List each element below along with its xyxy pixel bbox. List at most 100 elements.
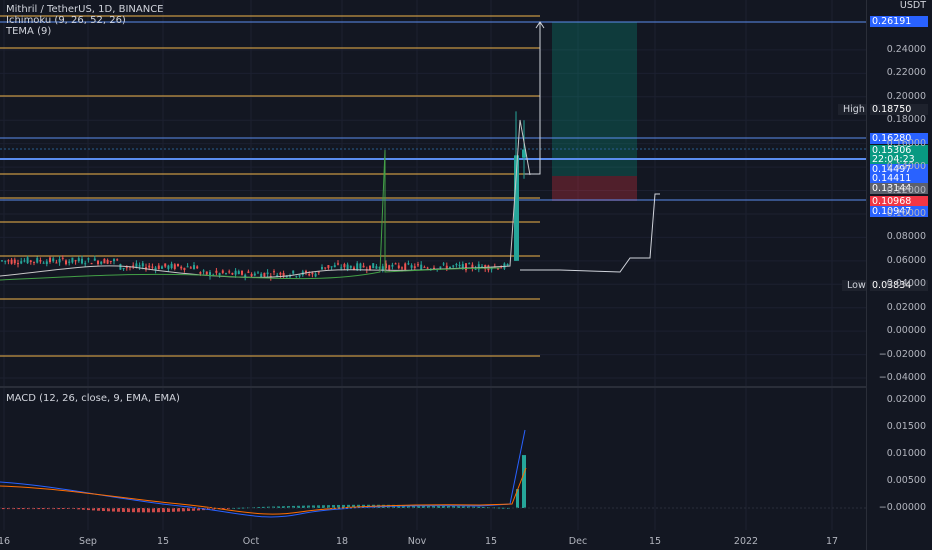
macd-histogram-bar — [417, 505, 420, 508]
candle-body — [132, 265, 135, 267]
candle-body — [189, 267, 192, 269]
candle-body — [292, 270, 295, 274]
candle-body — [497, 268, 499, 270]
candle-body — [74, 260, 77, 262]
candle-body — [33, 261, 35, 263]
macd-histogram-bar — [212, 508, 215, 510]
macd-histogram-bar — [297, 505, 300, 508]
candle-body — [413, 266, 416, 269]
candle-body — [247, 271, 250, 273]
candle-body — [138, 265, 141, 267]
macd-histogram-bar — [37, 508, 40, 510]
candle-body — [420, 264, 423, 270]
candle-body — [87, 258, 90, 260]
candle-body — [298, 274, 301, 277]
projection-line — [520, 193, 660, 273]
candle-body — [410, 265, 413, 268]
candle-body — [61, 257, 64, 259]
candle-body — [141, 263, 144, 267]
price-badge: 0.14497 — [870, 164, 928, 175]
candle-body — [461, 264, 464, 268]
candle-body — [327, 265, 330, 268]
macd-tick-label: 0.01500 — [886, 421, 926, 432]
candle-body — [279, 272, 282, 275]
currency-label[interactable]: USDT — [872, 0, 928, 11]
macd-histogram-bar — [137, 508, 140, 513]
macd-histogram-bar — [347, 504, 350, 508]
candle-body — [514, 155, 519, 261]
macd-histogram-bar — [42, 508, 45, 510]
candle-body — [455, 264, 458, 266]
candle-body — [263, 272, 266, 277]
price-tick-label: 0.12000 — [886, 184, 926, 196]
time-axis-label: Oct — [242, 536, 260, 547]
candle-body — [449, 266, 451, 269]
candle-body — [372, 263, 375, 269]
macd-histogram-bar — [457, 506, 460, 508]
candle-body — [442, 263, 445, 265]
macd-histogram-bar — [337, 504, 340, 508]
macd-line — [0, 429, 526, 518]
candle-body — [113, 259, 115, 262]
symbol-legend[interactable]: Mithril / TetherUS, 1D, BINANCE — [6, 4, 164, 15]
candle-body — [17, 263, 19, 265]
macd-histogram-bar — [242, 507, 245, 509]
candle-body — [385, 263, 387, 269]
candle-body — [289, 275, 291, 277]
candle-body — [157, 265, 160, 270]
candle-body — [321, 266, 323, 270]
candle-body — [407, 263, 410, 265]
candle-body — [465, 263, 467, 271]
candle-body — [253, 273, 256, 276]
macd-histogram-bar — [27, 508, 30, 510]
candle-body — [218, 273, 221, 276]
candle-body — [177, 263, 179, 267]
macd-histogram-bar — [32, 508, 35, 510]
candle-body — [173, 264, 176, 269]
candle-body — [433, 267, 435, 270]
candle-body — [39, 260, 42, 262]
candle-body — [295, 276, 298, 278]
candle-body — [225, 273, 227, 275]
candle-body — [36, 258, 39, 263]
price-tick-label: −0.04000 — [878, 372, 926, 383]
high-label: High — [838, 104, 870, 115]
macd-tick-label: 0.02000 — [886, 394, 926, 405]
candle-body — [4, 260, 7, 262]
candle-body — [180, 266, 183, 269]
tema-legend[interactable]: TEMA (9) — [6, 26, 52, 37]
price-chart[interactable] — [0, 0, 866, 550]
candle-body — [84, 263, 87, 265]
macd-histogram-bar — [407, 505, 410, 508]
candle-body — [378, 266, 381, 269]
macd-legend[interactable]: MACD (12, 26, close, 9, EMA, EMA) — [6, 393, 180, 404]
pane-divider[interactable] — [0, 386, 932, 388]
candle-body — [324, 267, 327, 269]
ichimoku-legend[interactable]: Ichimoku (9, 26, 52, 26) — [6, 15, 126, 26]
candle-body — [68, 261, 71, 263]
price-axis[interactable] — [866, 0, 932, 550]
chart-area[interactable]: Mithril / TetherUS, 1D, BINANCE Ichimoku… — [0, 0, 871, 550]
macd-histogram-bar — [17, 508, 20, 510]
time-axis-label: 15 — [648, 536, 662, 547]
candle-body — [346, 264, 349, 269]
macd-histogram-bar — [427, 505, 430, 508]
macd-histogram-bar — [182, 508, 185, 512]
macd-histogram-bar — [482, 506, 485, 508]
candle-body — [45, 261, 48, 264]
candle-body — [170, 263, 173, 269]
time-axis-label: 15 — [484, 536, 498, 547]
macd-tick-label: 0.01000 — [886, 448, 926, 459]
macd-histogram-bar — [57, 508, 60, 510]
candle-body — [7, 260, 10, 262]
candle-body — [401, 267, 403, 269]
macd-histogram-bar — [167, 508, 170, 512]
macd-histogram-bar — [222, 508, 225, 509]
macd-histogram-bar — [516, 489, 519, 508]
candle-body — [439, 266, 442, 268]
candle-body — [257, 272, 259, 274]
macd-histogram-bar — [92, 508, 95, 511]
macd-histogram-bar — [107, 508, 110, 512]
price-badge: 0.26191 — [870, 16, 928, 27]
macd-histogram-bar — [327, 505, 330, 508]
